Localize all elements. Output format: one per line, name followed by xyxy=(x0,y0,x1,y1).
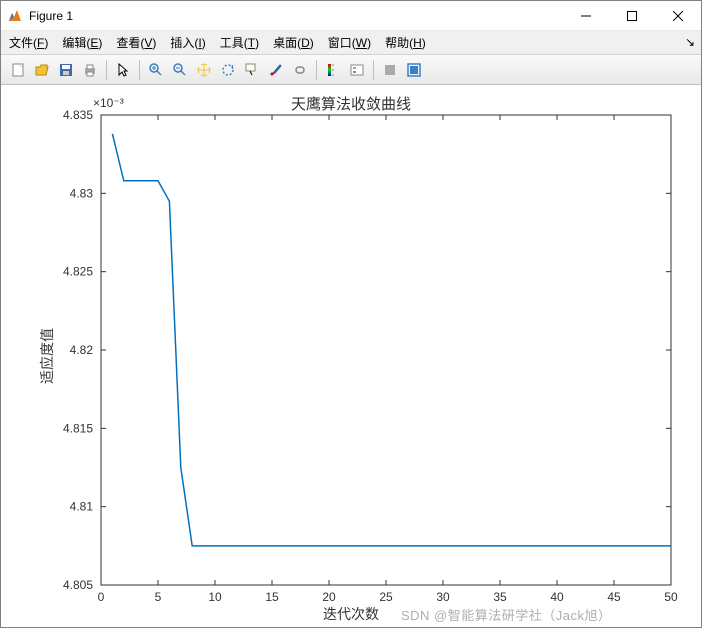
titlebar: Figure 1 xyxy=(1,1,701,31)
plot-area: 0 5 10 15 20 25 30 35 40 45 50 4.805 4.81 4.815 4.82 4.… xyxy=(1,85,701,626)
window-title: Figure 1 xyxy=(29,9,563,23)
print-button[interactable] xyxy=(79,59,101,81)
save-button[interactable] xyxy=(55,59,77,81)
legend-button[interactable] xyxy=(346,59,368,81)
menu-view[interactable]: 查看(V) xyxy=(116,34,156,51)
datacursor-button[interactable] xyxy=(241,59,263,81)
svg-text:10: 10 xyxy=(208,590,222,604)
toolbar-separator xyxy=(373,60,374,80)
maximize-button[interactable] xyxy=(609,1,655,31)
svg-text:50: 50 xyxy=(664,590,678,604)
zoom-out-button[interactable] xyxy=(169,59,191,81)
svg-text:4.825: 4.825 xyxy=(63,265,93,279)
dock-arrow-icon[interactable]: ↘ xyxy=(685,35,695,49)
link-button[interactable] xyxy=(289,59,311,81)
window-controls xyxy=(563,1,701,31)
minimize-button[interactable] xyxy=(563,1,609,31)
colorbar-button[interactable] xyxy=(322,59,344,81)
svg-text:4.83: 4.83 xyxy=(70,186,94,200)
watermark: SDN @智能算法研学社（Jack旭） xyxy=(401,605,612,624)
y-axis-label: 适应度值 xyxy=(37,328,57,384)
menu-tools[interactable]: 工具(T) xyxy=(220,34,259,51)
svg-text:4.835: 4.835 xyxy=(63,108,93,122)
svg-text:25: 25 xyxy=(379,590,393,604)
toolbar xyxy=(1,55,701,85)
chart-svg: 0 5 10 15 20 25 30 35 40 45 50 4.805 4.81 4.815 4.82 4.… xyxy=(1,85,701,626)
show-plot-button[interactable] xyxy=(403,59,425,81)
menu-help[interactable]: 帮助(H) xyxy=(385,34,426,51)
svg-text:4.805: 4.805 xyxy=(63,578,93,592)
chart-title: 天鹰算法收敛曲线 xyxy=(291,93,411,114)
svg-text:40: 40 xyxy=(550,590,564,604)
svg-text:30: 30 xyxy=(436,590,450,604)
svg-text:×10⁻³: ×10⁻³ xyxy=(93,96,124,110)
menu-edit[interactable]: 编辑(E) xyxy=(62,34,102,51)
x-axis-label: 迭代次数 xyxy=(323,604,379,624)
svg-text:4.815: 4.815 xyxy=(63,421,93,435)
hide-plot-button[interactable] xyxy=(379,59,401,81)
menu-file[interactable]: 文件(F) xyxy=(9,34,48,51)
matlab-icon xyxy=(7,8,23,24)
new-figure-button[interactable] xyxy=(7,59,29,81)
svg-text:4.81: 4.81 xyxy=(70,500,94,514)
pan-button[interactable] xyxy=(193,59,215,81)
pointer-button[interactable] xyxy=(112,59,134,81)
svg-text:5: 5 xyxy=(155,590,162,604)
open-button[interactable] xyxy=(31,59,53,81)
svg-text:35: 35 xyxy=(493,590,507,604)
menubar: 文件(F) 编辑(E) 查看(V) 插入(I) 工具(T) 桌面(D) 窗口(W… xyxy=(1,31,701,55)
toolbar-separator xyxy=(316,60,317,80)
svg-text:20: 20 xyxy=(322,590,336,604)
svg-text:15: 15 xyxy=(265,590,279,604)
svg-text:45: 45 xyxy=(607,590,621,604)
zoom-in-button[interactable] xyxy=(145,59,167,81)
rotate-button[interactable] xyxy=(217,59,239,81)
menu-desktop[interactable]: 桌面(D) xyxy=(273,34,314,51)
svg-text:4.82: 4.82 xyxy=(70,343,94,357)
brush-button[interactable] xyxy=(265,59,287,81)
toolbar-separator xyxy=(106,60,107,80)
menu-insert[interactable]: 插入(I) xyxy=(170,34,205,51)
close-button[interactable] xyxy=(655,1,701,31)
toolbar-separator xyxy=(139,60,140,80)
menu-window[interactable]: 窗口(W) xyxy=(328,34,371,51)
svg-text:0: 0 xyxy=(98,590,105,604)
